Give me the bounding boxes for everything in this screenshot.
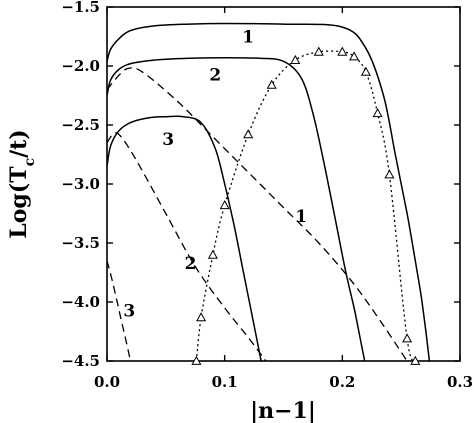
triangle-marker bbox=[360, 66, 371, 76]
y-tick-label: −2.5 bbox=[61, 116, 100, 134]
curve-label-dashed-3: 3 bbox=[123, 301, 135, 321]
x-tick-label: 0.3 bbox=[447, 373, 473, 391]
dashed-curve-2 bbox=[107, 132, 267, 361]
x-tick-label: 0.1 bbox=[212, 373, 238, 391]
dashed-curve-1 bbox=[107, 67, 408, 361]
triangle-marker bbox=[337, 46, 348, 56]
x-axis-label: |n−1| bbox=[250, 398, 316, 423]
y-tick-label: −4.5 bbox=[61, 352, 100, 370]
triangle-marker bbox=[372, 107, 383, 118]
y-tick-label: −3.5 bbox=[61, 234, 100, 252]
curve-label-solid-3: 3 bbox=[162, 130, 174, 150]
triangle-marker bbox=[243, 129, 254, 139]
triangle-marker bbox=[219, 199, 230, 210]
triangle-marker bbox=[402, 333, 413, 343]
curve-label-dashed-2: 2 bbox=[185, 254, 197, 274]
solid-curve-3 bbox=[107, 115, 262, 361]
curve-label-dashed-1: 1 bbox=[295, 207, 307, 227]
triangle-marker bbox=[207, 249, 218, 259]
solid-curve-1 bbox=[107, 22, 431, 361]
x-tick-label: 0.2 bbox=[329, 373, 355, 391]
triangle-marker bbox=[191, 355, 202, 365]
y-tick-label: −2.0 bbox=[61, 57, 100, 75]
triangle-marker bbox=[313, 46, 324, 56]
y-tick-label: −3.0 bbox=[61, 175, 100, 193]
solid-curve-2 bbox=[107, 56, 366, 361]
triangle-marker bbox=[384, 169, 395, 179]
triangle-marker bbox=[290, 54, 301, 64]
x-tick-label: 0.0 bbox=[94, 373, 120, 391]
y-axis-title: Log(Tc/t) bbox=[6, 129, 38, 238]
curve-label-solid-1: 1 bbox=[242, 28, 254, 48]
triangle-marker bbox=[410, 355, 421, 365]
triangle-marker bbox=[266, 79, 277, 89]
y-tick-label: −4.0 bbox=[61, 293, 100, 311]
y-axis-label: Log(Tc/t) bbox=[6, 129, 38, 238]
dashed-curve-3 bbox=[107, 260, 132, 361]
triangle-marker bbox=[196, 312, 207, 322]
y-tick-label: −1.5 bbox=[61, 0, 100, 16]
curve-label-solid-2: 2 bbox=[209, 65, 221, 85]
triangle-marker bbox=[349, 51, 360, 61]
dotted-triangle-curve bbox=[195, 50, 416, 361]
